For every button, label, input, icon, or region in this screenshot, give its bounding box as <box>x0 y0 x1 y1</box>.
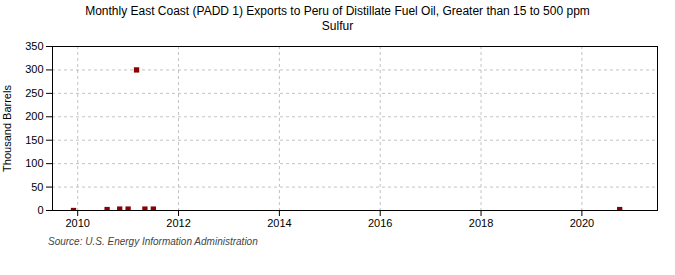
svg-text:2018: 2018 <box>469 217 493 229</box>
svg-text:2020: 2020 <box>570 217 594 229</box>
svg-text:350: 350 <box>25 40 43 52</box>
svg-text:2010: 2010 <box>65 217 89 229</box>
svg-text:2012: 2012 <box>166 217 190 229</box>
svg-text:0: 0 <box>37 204 43 216</box>
svg-text:100: 100 <box>25 157 43 169</box>
svg-text:2014: 2014 <box>267 217 291 229</box>
svg-text:Thousand Barrels: Thousand Barrels <box>1 85 13 172</box>
svg-text:200: 200 <box>25 110 43 122</box>
svg-text:150: 150 <box>25 134 43 146</box>
svg-text:300: 300 <box>25 63 43 75</box>
html-text:Monthly East Coast (PADD 1) Ex: Monthly East Coast (PADD 1) Exports to P… <box>85 4 590 33</box>
svg-text:50: 50 <box>31 181 43 193</box>
svg-text:2016: 2016 <box>368 217 392 229</box>
html-text:Source: U.S. Energy Informatio: Source: U.S. Energy Information Administ… <box>48 236 258 247</box>
svg-text:250: 250 <box>25 87 43 99</box>
